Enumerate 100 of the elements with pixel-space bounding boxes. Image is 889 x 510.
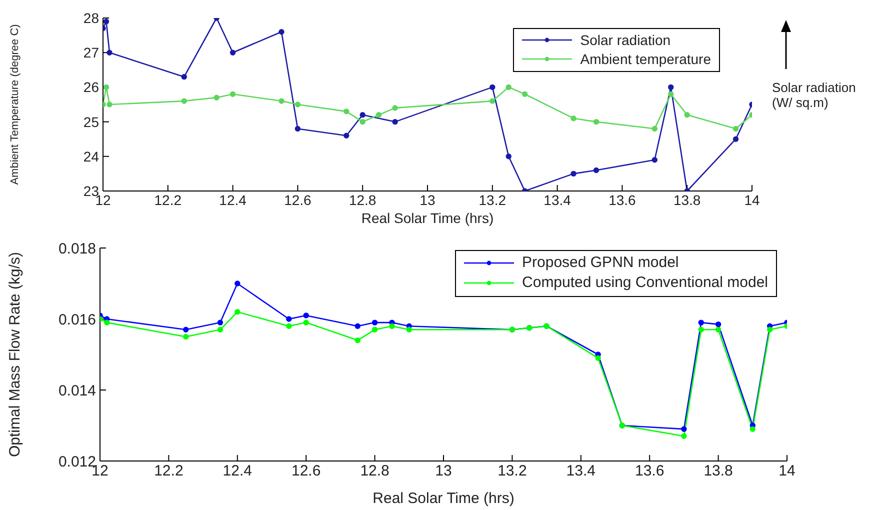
point [234, 309, 240, 315]
x-tick-label: 13.4 [544, 192, 572, 208]
point [217, 320, 224, 326]
point [392, 118, 398, 125]
point [303, 320, 309, 326]
point [506, 154, 512, 160]
x-tick-label: 12.2 [154, 462, 184, 480]
point [652, 126, 658, 132]
point [570, 115, 576, 122]
x-tick-label: 13.6 [635, 462, 664, 480]
point [652, 157, 658, 163]
x-tick-label: 12.4 [219, 192, 247, 208]
legend-label: Computed using Conventional model [522, 273, 768, 294]
point [230, 50, 236, 56]
point [214, 94, 220, 100]
y-tick-label: 0.018 [58, 240, 96, 258]
point [181, 74, 187, 80]
point [668, 91, 674, 97]
x-tick-label: 12.2 [154, 192, 182, 208]
point [715, 326, 722, 332]
point [715, 321, 722, 328]
point [372, 320, 378, 326]
point [181, 98, 187, 104]
point [570, 170, 576, 177]
y-tick-label: 27 [83, 44, 100, 61]
point [372, 326, 378, 332]
x-tick-label: 12.8 [360, 462, 390, 480]
point [303, 312, 309, 318]
point [490, 98, 496, 104]
y-axis-title: Optimal Mass Flow Rate (kg/s) [6, 252, 24, 458]
text: Solar radiation (W/ sq.m) [772, 80, 857, 110]
point [766, 326, 773, 332]
x-tick-label: 14 [744, 192, 760, 208]
point [106, 102, 112, 108]
point [406, 326, 412, 332]
y-tick-label: 0.014 [58, 382, 96, 400]
point [595, 355, 601, 361]
x-tick-label: 12.8 [348, 192, 376, 208]
x-tick-label: 13.2 [498, 462, 527, 480]
legend-label: Solar radiation [580, 31, 671, 50]
x-tick-label: 12.4 [222, 462, 252, 480]
x-axis-title: Real Solar Time (hrs) [361, 210, 494, 226]
legend-label: Ambient temperature [580, 50, 711, 69]
point [732, 136, 739, 142]
x-tick-label: 13.8 [673, 192, 701, 208]
y-axis-title: Ambient Temperature (degree C) [8, 24, 21, 185]
point [360, 118, 366, 125]
y-tick-label: 0.016 [58, 311, 96, 328]
x-tick-label: 13.8 [704, 462, 733, 480]
point [183, 326, 189, 332]
point [698, 320, 704, 326]
point [389, 323, 395, 329]
y-tick-label: 28 [83, 10, 100, 26]
point [681, 433, 687, 439]
point [286, 323, 292, 329]
x-tick-label: 14 [778, 462, 796, 480]
point [183, 334, 189, 340]
x-tick-label: 13 [420, 192, 436, 208]
point [684, 112, 690, 118]
point [490, 84, 496, 90]
point [278, 28, 284, 35]
point [278, 98, 284, 104]
x-tick-label: 13.2 [478, 192, 506, 208]
point [750, 426, 756, 432]
point [392, 105, 398, 111]
point [344, 132, 350, 138]
x-tick-label: 12 [92, 462, 108, 480]
point [344, 108, 350, 114]
y-tick-label: 26 [83, 79, 100, 96]
legend-label: Proposed GPNN model [522, 253, 679, 273]
point [506, 84, 512, 90]
point [106, 50, 112, 56]
line-series [103, 18, 752, 191]
point [230, 91, 236, 97]
x-axis-title: Real Solar Time (hrs) [372, 490, 514, 507]
line-series [100, 309, 787, 439]
point [286, 316, 292, 322]
x-tick-label: 12.6 [284, 192, 312, 208]
point [376, 112, 382, 118]
point [217, 326, 224, 332]
point [593, 118, 600, 125]
point [668, 84, 674, 90]
point [681, 426, 687, 432]
x-tick-label: 13.4 [566, 462, 596, 480]
point [103, 84, 110, 90]
x-tick-label: 12.6 [292, 462, 321, 480]
point [294, 102, 301, 108]
x-tick-label: 13 [435, 462, 452, 480]
x-tick-label: 13.6 [608, 192, 636, 208]
y-tick-label: 24 [83, 148, 100, 164]
point [593, 167, 600, 174]
point [354, 337, 360, 344]
point [354, 323, 360, 329]
point [698, 326, 704, 332]
point [732, 126, 739, 132]
point [360, 112, 366, 118]
point [104, 320, 110, 326]
point [234, 280, 240, 286]
point [294, 126, 301, 132]
y-tick-label: 25 [83, 114, 100, 130]
